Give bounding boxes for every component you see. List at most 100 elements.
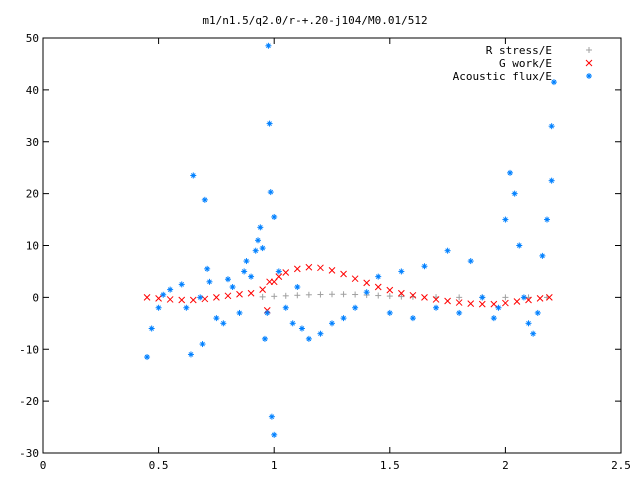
data-point	[298, 325, 305, 332]
legend-label: G work/E	[499, 57, 552, 70]
data-point	[317, 264, 324, 272]
data-point	[340, 291, 347, 298]
data-point	[248, 273, 255, 280]
data-point	[421, 294, 428, 301]
data-point	[259, 293, 266, 300]
data-point	[213, 315, 220, 322]
data-point	[386, 309, 393, 316]
data-point	[257, 224, 264, 231]
data-point	[513, 298, 521, 305]
y-tick-label: 20	[26, 188, 39, 201]
data-point	[160, 291, 167, 298]
data-point	[375, 292, 382, 299]
x-tick-label: 1.5	[380, 459, 400, 472]
data-point	[525, 296, 532, 304]
data-point	[544, 216, 551, 223]
data-point	[293, 265, 301, 273]
data-point	[155, 295, 162, 302]
data-point	[548, 177, 555, 184]
x-tick-label: 2	[502, 459, 509, 472]
data-point	[536, 295, 544, 302]
data-point	[267, 189, 274, 196]
data-point	[351, 275, 359, 283]
data-point	[213, 294, 220, 301]
legend-marker	[586, 47, 592, 53]
data-point	[539, 252, 546, 259]
data-point	[275, 268, 282, 275]
data-point	[502, 294, 509, 301]
data-point	[490, 300, 498, 308]
data-point	[243, 258, 250, 265]
data-point	[264, 309, 271, 316]
data-point	[520, 294, 527, 301]
y-tick-label: 0	[32, 291, 39, 304]
data-point	[289, 320, 296, 327]
data-point	[271, 213, 278, 220]
data-point	[166, 296, 174, 303]
data-point	[305, 291, 312, 298]
y-tick-label: 50	[26, 32, 39, 45]
data-point	[530, 330, 537, 337]
data-point	[197, 294, 204, 301]
data-point	[550, 79, 557, 86]
x-tick-label: 0.5	[149, 459, 169, 472]
x-tick-label: 0	[40, 459, 47, 472]
data-point	[220, 320, 227, 327]
data-point	[305, 263, 313, 271]
data-point	[317, 291, 324, 298]
data-point	[467, 258, 474, 265]
data-point	[352, 304, 359, 311]
data-point	[282, 269, 290, 276]
data-point	[409, 315, 416, 322]
plot-area	[143, 42, 557, 438]
data-point	[201, 196, 208, 203]
data-point	[328, 267, 336, 274]
data-point	[433, 304, 440, 311]
data-point	[444, 247, 451, 254]
y-tick-label: -20	[19, 395, 39, 408]
data-point	[363, 279, 371, 287]
data-point	[502, 299, 509, 307]
data-point	[398, 268, 405, 275]
data-point	[317, 330, 324, 337]
data-point	[259, 286, 266, 293]
data-point	[305, 335, 312, 342]
data-point	[534, 309, 541, 316]
data-point	[271, 293, 278, 300]
data-point	[490, 315, 497, 322]
x-tick-label: 2.5	[611, 459, 631, 472]
data-point	[236, 290, 243, 298]
data-point	[294, 284, 301, 290]
x-tick-label: 1	[271, 459, 278, 472]
y-tick-label: -30	[19, 447, 39, 460]
data-point	[271, 431, 278, 438]
series-0	[259, 291, 551, 301]
y-tick-label: 40	[26, 84, 39, 97]
data-point	[409, 291, 417, 299]
data-point	[282, 292, 289, 299]
data-point	[479, 294, 486, 301]
data-point	[190, 172, 197, 179]
legend-label: Acoustic flux/E	[453, 70, 552, 83]
data-point	[507, 169, 514, 176]
data-point	[143, 294, 151, 301]
data-point	[187, 351, 194, 358]
data-point	[268, 413, 275, 420]
data-point	[398, 293, 405, 300]
data-point	[236, 309, 243, 316]
data-point	[548, 123, 555, 130]
data-point	[204, 265, 211, 272]
data-point	[456, 294, 463, 301]
data-point	[363, 289, 370, 296]
data-point	[167, 286, 174, 293]
data-point	[178, 281, 185, 288]
data-point	[252, 247, 259, 254]
data-point	[189, 296, 197, 304]
data-point	[178, 296, 186, 304]
data-point	[229, 284, 236, 290]
data-point	[329, 291, 335, 298]
data-point	[421, 263, 428, 270]
data-point	[261, 335, 268, 342]
data-point	[282, 304, 289, 311]
